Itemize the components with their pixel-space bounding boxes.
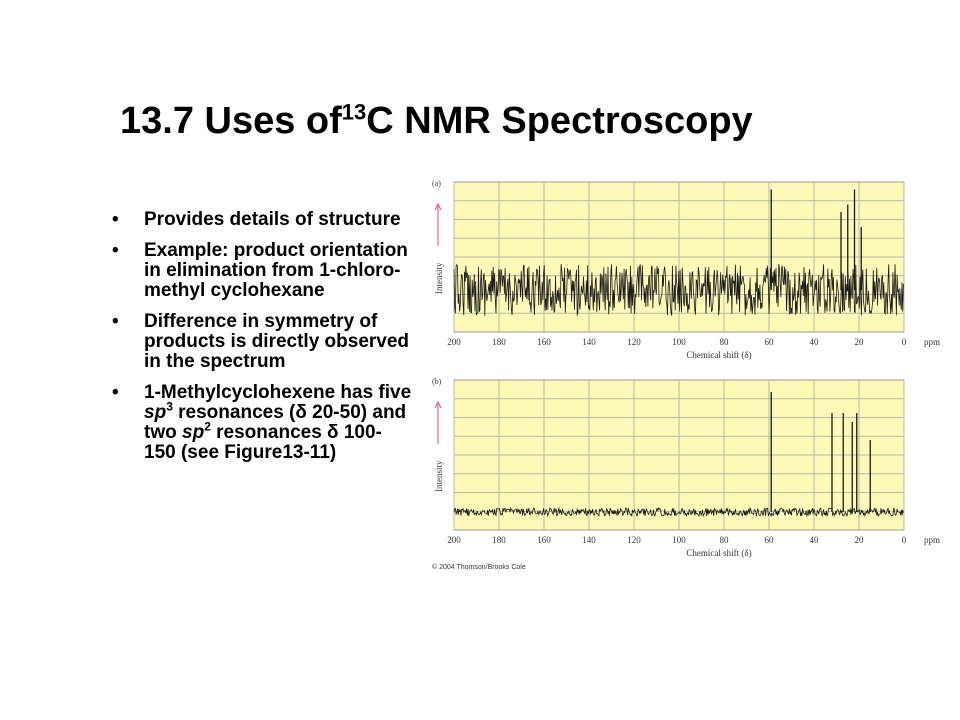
bullet-text: resonances δ 100-150 (see Figure13-11) (144, 422, 382, 463)
x-tick-label: 200 (447, 337, 461, 347)
x-tick-label: 160 (537, 535, 551, 545)
bullet-item: • Difference in symmetry of products is d… (112, 312, 412, 372)
panel-label: (b) (432, 377, 442, 386)
x-tick-label: 140 (582, 535, 596, 545)
bullet-text: resonances (δ 20-50) and two (144, 402, 407, 443)
x-tick-label: 200 (447, 535, 461, 545)
x-tick-label: 120 (627, 535, 641, 545)
bullet-item: • Example: product orientation in elimina… (112, 241, 412, 301)
x-tick-label: 140 (582, 337, 596, 347)
x-tick-label: 0 (902, 535, 907, 545)
slide-title: 13.7 Uses of13C NMR Spectroscopy (120, 99, 753, 142)
spectrum-b: 200 180 160 140 120 100 80 60 40 20 0 ppm Chemical s… (428, 374, 948, 560)
hybrid-superscript: 3 (166, 399, 173, 414)
title-superscript: 13 (341, 99, 367, 125)
x-tick-label: 40 (810, 337, 820, 347)
bullet-item: • Provides details of structure (112, 210, 412, 230)
noise-trace (453, 263, 904, 316)
x-axis-label: Chemical shift (δ) (686, 548, 751, 558)
bullet-dot: • (112, 311, 119, 332)
intensity-arrowhead (434, 202, 442, 211)
panel-label: (a) (432, 179, 441, 188)
x-tick-label: 120 (627, 337, 641, 347)
bullet-item: • 1-Methylcyclohexene has five sp3 resona… (112, 383, 412, 463)
bullet-text: Difference in symmetry of products is di… (144, 311, 410, 372)
spectrum-a: 200 180 160 140 120 100 80 60 40 20 0 ppm Chemical s… (428, 176, 948, 362)
x-tick-label: 160 (537, 337, 551, 347)
y-axis-label: Intensity (434, 262, 444, 294)
bullet-dot: • (112, 382, 119, 403)
x-tick-label: 0 (902, 337, 907, 347)
x-unit-label: ppm (924, 535, 940, 545)
bullet-text: Provides details of structure (144, 209, 401, 230)
x-tick-label: 180 (492, 535, 506, 545)
x-tick-label: 80 (720, 535, 730, 545)
x-tick-label: 100 (672, 535, 686, 545)
bullet-dot: • (112, 209, 119, 230)
intensity-arrowhead (434, 400, 442, 409)
x-unit-label: ppm (924, 337, 940, 347)
copyright-note: © 2004 Thomson/Brooks Cole (432, 564, 526, 571)
bullet-list: • Provides details of structure • Example: … (112, 210, 412, 474)
x-axis-label: Chemical shift (δ) (686, 350, 751, 360)
x-tick-label: 60 (765, 535, 775, 545)
hybrid-label: sp (144, 402, 167, 423)
x-tick-label: 40 (810, 535, 820, 545)
bullet-dot: • (112, 240, 119, 261)
x-tick-label: 20 (855, 535, 865, 545)
bullet-text: 1-Methylcyclohexene has five (144, 382, 412, 403)
y-axis-label: Intensity (434, 460, 444, 492)
bullet-text: Example: product orientation in eliminat… (144, 240, 408, 301)
x-tick-label: 60 (765, 337, 775, 347)
hybrid-label: sp (182, 422, 205, 443)
x-tick-label: 180 (492, 337, 506, 347)
x-tick-label: 80 (720, 337, 730, 347)
x-tick-label: 100 (672, 337, 686, 347)
hybrid-superscript: 2 (204, 419, 211, 434)
x-tick-label: 20 (855, 337, 865, 347)
noise-trace (453, 506, 904, 518)
